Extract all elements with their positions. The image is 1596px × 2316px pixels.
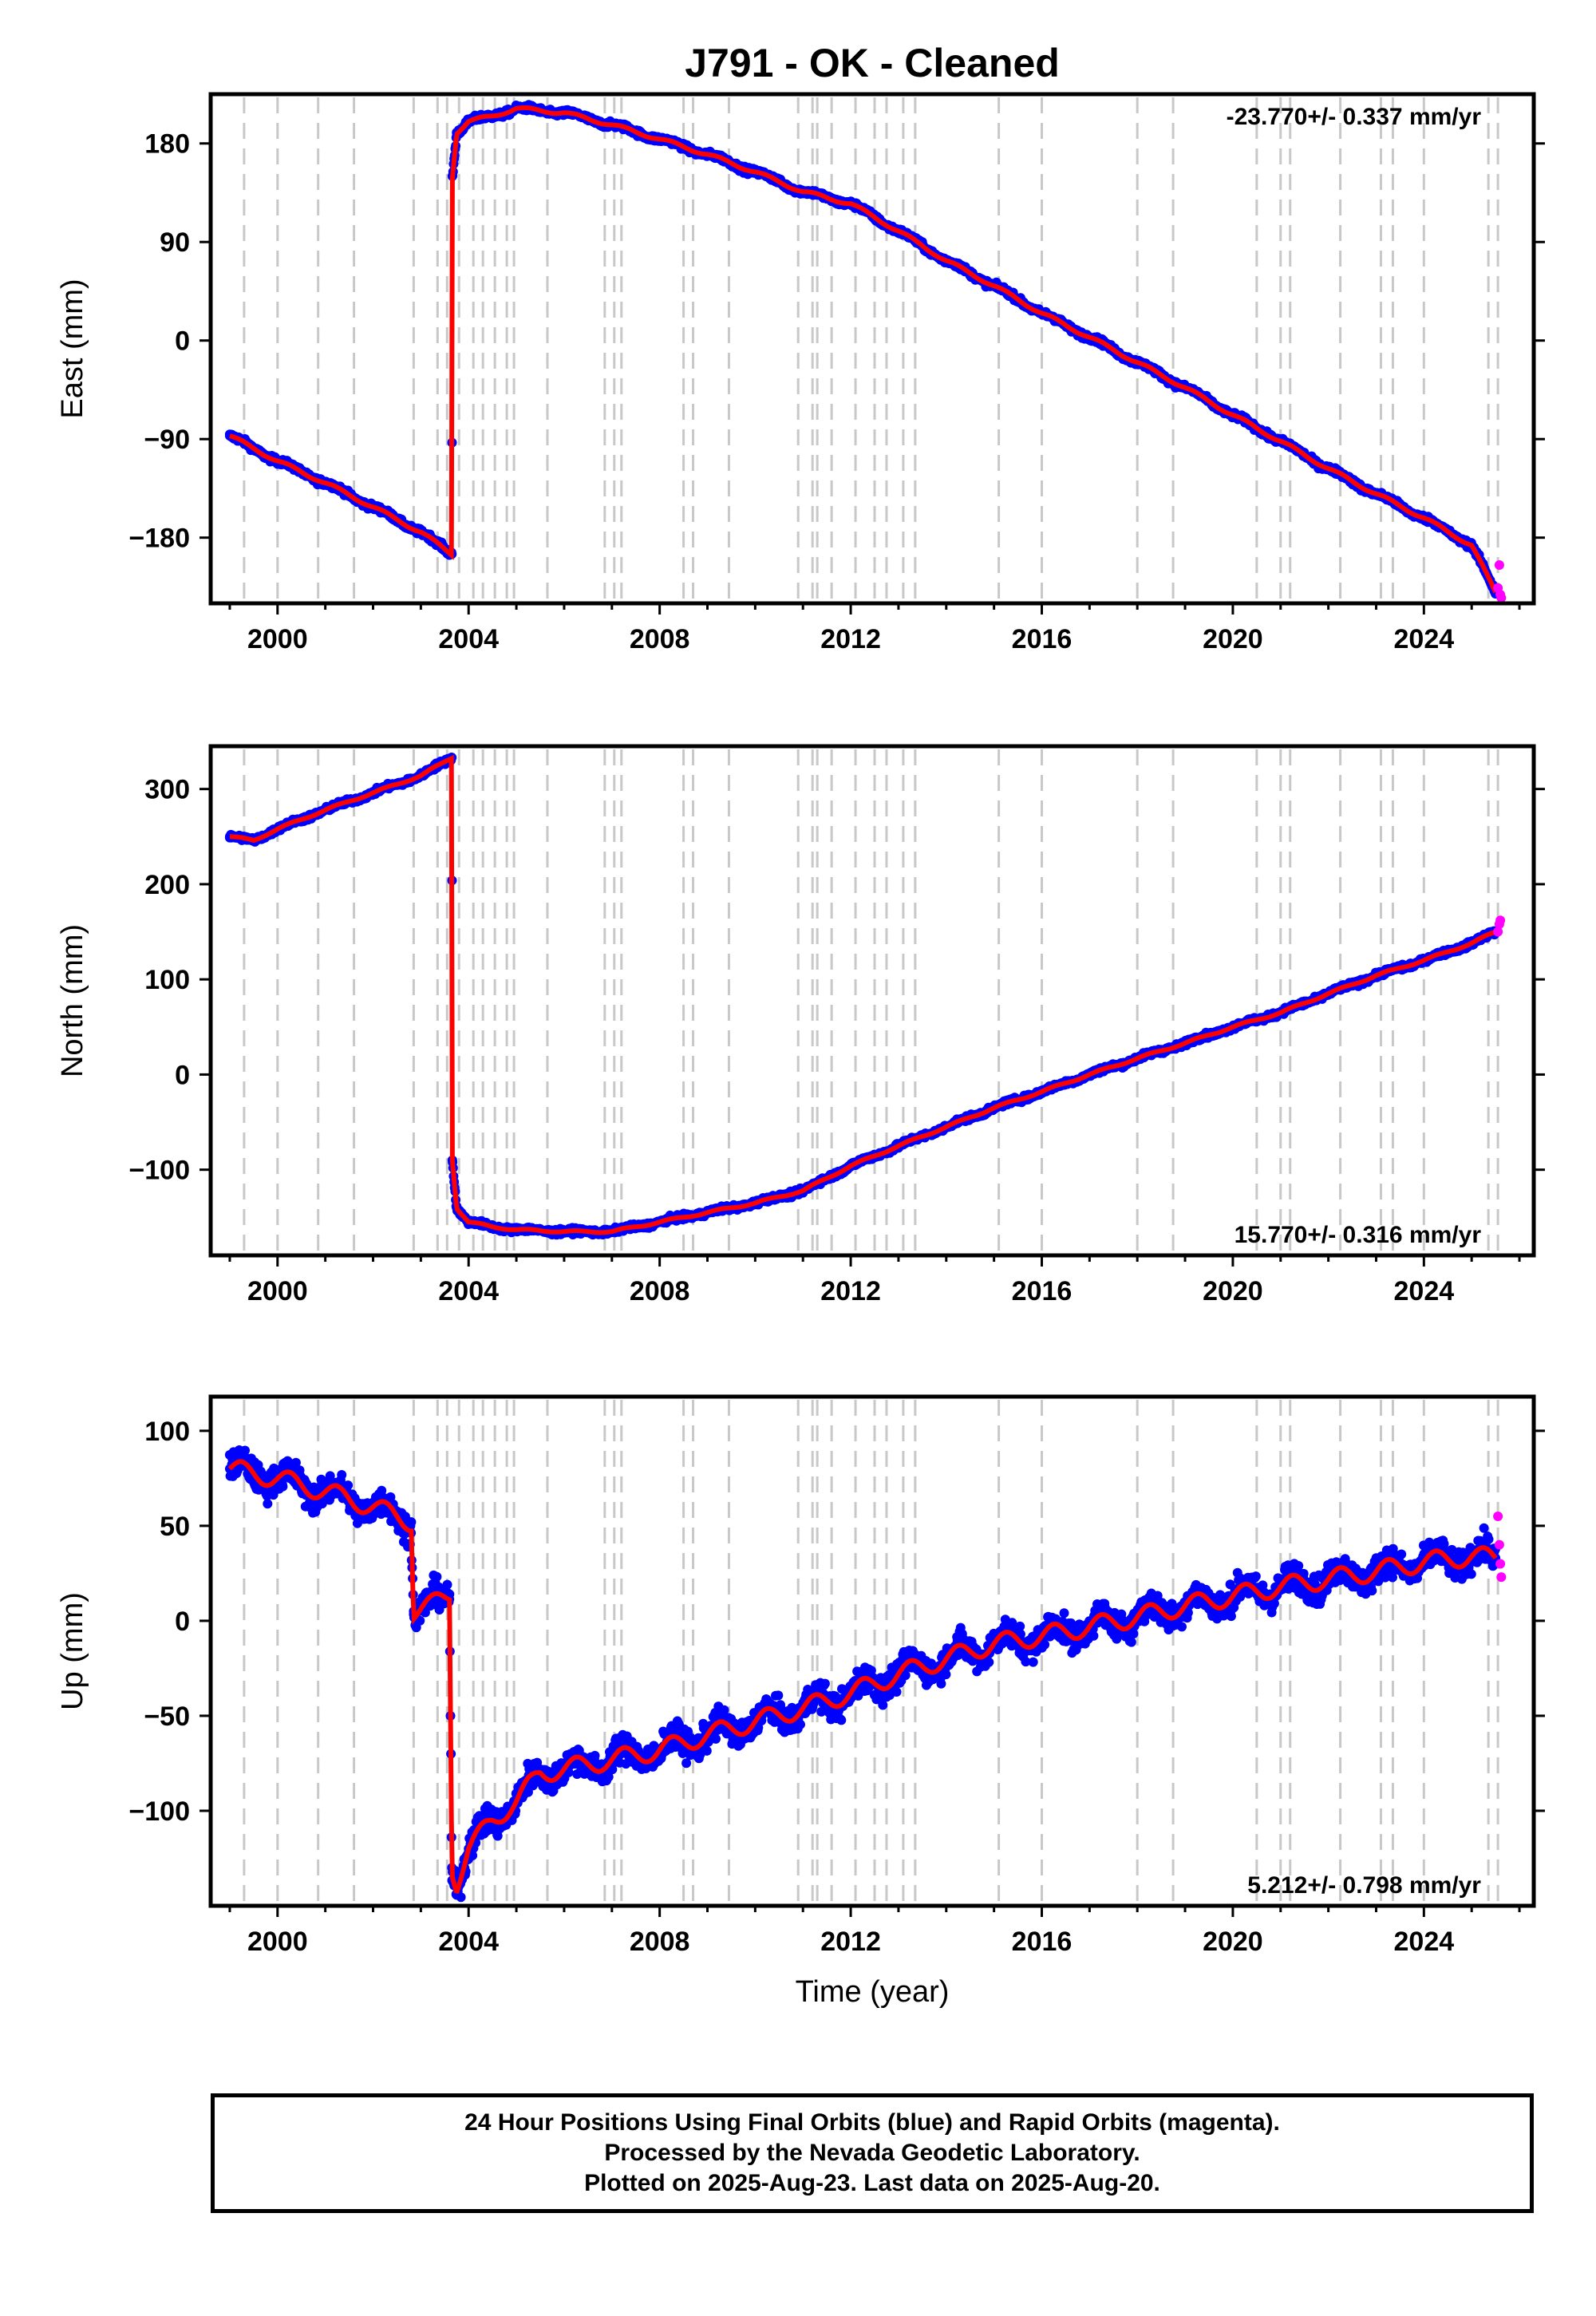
- panels: −180 −90 0 90 180 2000 2004 2008 2012 2016 2020 202…: [56, 92, 1545, 2009]
- final-orbit-points: [224, 753, 1501, 1240]
- chart-title: J791 - OK - Cleaned: [685, 41, 1060, 85]
- rapid-data-point: [1496, 593, 1507, 603]
- final-orbit-points: [224, 100, 1501, 599]
- panel-east: −180 −90 0 90 180 2000 2004 2008 2012 2016 2020 202…: [56, 92, 1545, 654]
- x-tick-label: 2004: [438, 624, 499, 654]
- x-tick-label: 2016: [1012, 624, 1073, 654]
- y-axis-label: East (mm): [56, 279, 89, 418]
- y-tick-label: −90: [144, 425, 190, 455]
- y-tick-label: 90: [160, 227, 190, 258]
- rapid-data-point: [1494, 559, 1504, 570]
- y-tick-label: −180: [128, 524, 190, 554]
- plot-area: [224, 100, 1507, 603]
- velocity-annotation: -23.770+/- 0.337 mm/yr: [1227, 104, 1482, 130]
- x-tick-label: 2008: [630, 624, 690, 654]
- x-tick-label: 2020: [1203, 624, 1263, 654]
- x-tick-label: 2024: [1394, 624, 1455, 654]
- plot-area: [224, 753, 1506, 1240]
- x-tick-label: 2012: [820, 624, 881, 654]
- x-tick-label: 2000: [247, 624, 308, 654]
- model-fit-line: [228, 105, 1498, 594]
- y-tick-label: 180: [144, 129, 190, 160]
- y-tick-label: 0: [175, 326, 190, 357]
